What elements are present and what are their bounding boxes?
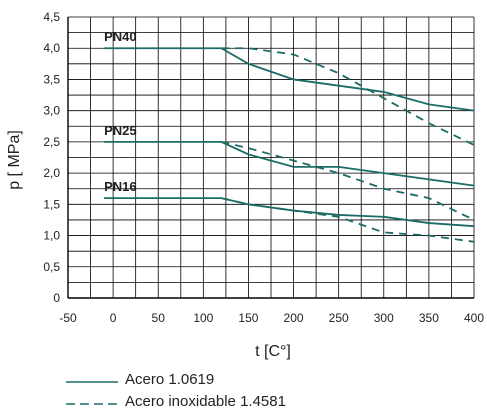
series-line-pn16-dashed	[221, 197, 475, 243]
y-tick-label: 0	[53, 291, 60, 305]
y-tick-label: 3,0	[43, 104, 60, 118]
x-axis-title: t [C°]	[255, 343, 291, 360]
x-tick-label: 300	[374, 311, 394, 325]
x-tick-label: 0	[110, 311, 117, 325]
y-tick-label: 4,5	[43, 10, 60, 24]
x-tick-label: 100	[193, 311, 213, 325]
y-tick-label: 0,5	[43, 260, 60, 274]
x-tick-label: 400	[464, 311, 484, 325]
series-label-pn16: PN16	[104, 179, 137, 194]
series-line-pn40-dashed	[221, 47, 475, 146]
legend-label: Acero inoxidable 1.4581	[125, 393, 286, 410]
x-tick-label: 150	[238, 311, 258, 325]
chart-axes: -50 0 50 100 150 200 250 300 350 400 0 0,5 1,0 1,5 2,0…	[43, 10, 484, 325]
x-tick-label: 200	[284, 311, 304, 325]
series-line-pn16-solid	[104, 197, 475, 228]
y-tick-label: 2,0	[43, 166, 60, 180]
series-line-pn25-dashed	[221, 141, 475, 221]
chart-grid	[67, 16, 475, 299]
y-tick-label: 4,0	[43, 41, 60, 55]
series-line-pn25-solid	[104, 140, 475, 187]
x-tick-label: 50	[152, 311, 166, 325]
legend-label: Acero 1.0619	[125, 371, 214, 388]
y-tick-label: 2,5	[43, 135, 60, 149]
x-tick-label: 250	[329, 311, 349, 325]
series-label-pn25: PN25	[104, 123, 137, 138]
chart-legend: Acero 1.0619 Acero inoxidable 1.4581	[66, 371, 286, 410]
y-tick-label: 3,5	[43, 72, 60, 86]
y-tick-label: 1,5	[43, 197, 60, 211]
chart-series	[104, 47, 475, 243]
chart-annotations: PN40 PN25 PN16	[104, 29, 137, 194]
series-label-pn40: PN40	[104, 29, 137, 44]
y-tick-label: 1,0	[43, 229, 60, 243]
y-axis-title: p [ MPa]	[6, 130, 23, 190]
x-tick-label: 350	[419, 311, 439, 325]
x-tick-label: -50	[59, 311, 77, 325]
series-line-pn40-solid	[104, 47, 475, 112]
